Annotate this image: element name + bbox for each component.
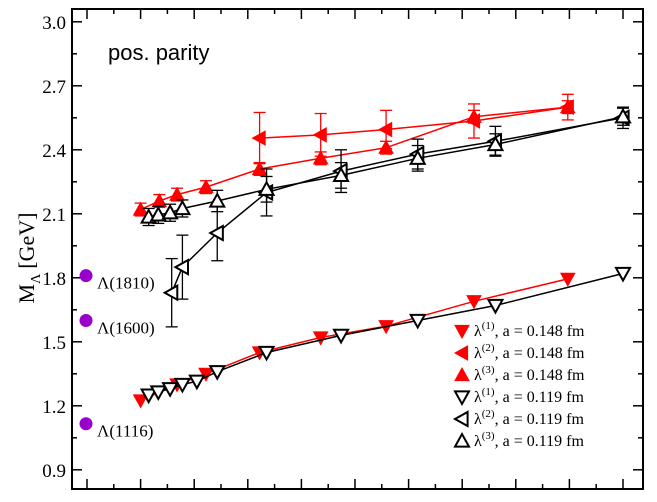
y-tick-label: 0.9 [42,461,66,482]
data-point [312,150,329,165]
series-4 [139,266,632,405]
legend-entry-label: λ(1), a = 0.148 fm [474,320,585,340]
data-point [173,258,190,276]
y-axis-label-main: M [14,284,39,304]
legend-marker [454,366,470,382]
data-point [188,374,206,391]
data-point [614,266,632,283]
legend-marker [454,324,470,340]
data-point [378,139,394,154]
legend-entry-label: λ(3), a = 0.119 fm [474,430,584,450]
chart-title: pos. parity [108,40,210,65]
series-5 [162,106,630,328]
data-point [614,107,632,124]
y-tick-label: 1.2 [42,397,66,418]
data-point [198,367,214,382]
legend-entry-label: λ(2), a = 0.119 fm [474,408,584,428]
data-point [173,377,192,394]
reference-state-label: Λ(1810) [97,274,155,293]
reference-state-dot [79,269,93,283]
data-point [161,203,179,220]
data-point [312,127,327,143]
series-3 [132,99,576,217]
legend-marker [452,410,469,428]
data-point [161,382,179,398]
series-line [148,115,624,218]
data-point [466,108,482,123]
series-6 [139,107,632,227]
data-point [559,272,576,287]
y-axis-label-unit: [GeV] [14,213,39,269]
legend-entry-label: λ(2), a = 0.148 fm [474,342,585,362]
data-point [559,99,576,114]
reference-state-label: Λ(1600) [97,318,155,337]
data-point [466,295,482,310]
data-point [149,385,167,401]
data-point [409,149,427,165]
data-point [486,135,505,152]
svg-text:MΛ[GeV]: MΛ [GeV] [14,213,44,304]
data-point [208,191,226,208]
data-point [251,160,268,176]
reference-state-label: Λ(1116) [97,422,153,441]
y-tick-label: 2.4 [42,141,66,162]
y-axis-label-subscript: Λ [29,273,44,284]
data-point [208,365,226,381]
y-tick-label: 1.5 [42,333,66,354]
data-point [132,394,149,409]
y-axis-label: MΛ [GeV] [14,213,44,304]
legend: λ(1), a = 0.148 fmλ(2), a = 0.148 fmλ(3)… [452,320,585,450]
data-point [162,284,179,302]
data-point [409,313,427,330]
reference-state-dot [79,313,93,327]
reference-state-dot [79,417,93,431]
y-tick-label: 1.8 [42,269,66,290]
y-tick-label: 2.1 [42,205,66,226]
data-point [332,166,350,182]
data-point [257,345,276,362]
data-point [173,199,192,216]
data-point [198,179,214,194]
data-point [332,328,350,345]
data-point [312,331,329,346]
legend-entry-label: λ(3), a = 0.148 fm [474,364,585,384]
legend-entry-label: λ(1), a = 0.119 fm [474,386,584,406]
plot-frame [71,8,644,490]
legend-marker [453,431,471,448]
legend-marker [453,390,471,407]
series-1 [132,272,576,409]
y-tick-label: 3.0 [42,13,66,34]
y-tick-label: 2.7 [42,77,66,98]
data-point [251,130,266,146]
data-point [139,388,158,405]
data-point [486,298,505,315]
data-point [378,121,393,138]
data-point [208,224,224,242]
legend-marker [453,345,469,361]
data-point [149,205,167,222]
plot-area: 0.9 1.2 1.5 1.8 2.1 2.4 2.7 3.0 Λ(1810) Λ(1600) Λ(… [42,8,644,490]
data-point [257,180,276,196]
